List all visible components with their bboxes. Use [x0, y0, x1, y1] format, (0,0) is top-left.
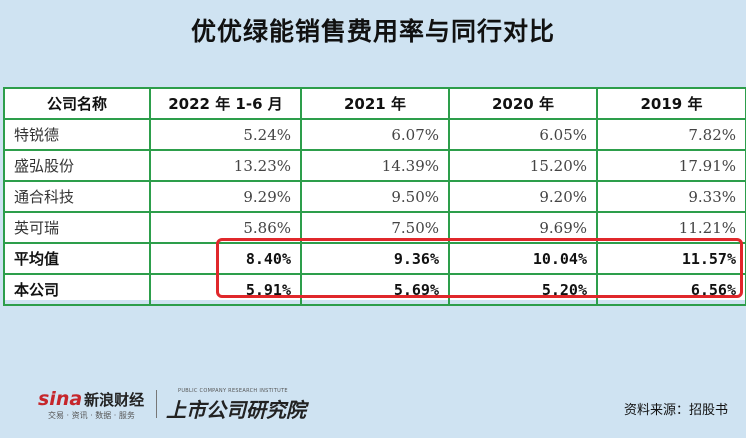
table-cell: 9.36% — [300, 242, 450, 275]
table-row: 特锐德 5.24% 6.07% 6.05% 7.82% — [3, 118, 746, 151]
page-title: 优优绿能销售费用率与同行对比 — [190, 17, 555, 46]
table-cell: 14.39% — [300, 149, 450, 182]
company-name: 特锐德 — [3, 118, 151, 151]
table-cell: 9.29% — [149, 180, 302, 213]
table-cell: 6.56% — [596, 273, 746, 306]
average-row: 平均值 8.40% 9.36% 10.04% 11.57% — [3, 242, 746, 275]
table-cell: 5.20% — [448, 273, 598, 306]
table-cell: 13.23% — [149, 149, 302, 182]
table-cell: 7.82% — [596, 118, 746, 151]
table-cell: 8.40% — [149, 242, 302, 275]
company-name: 盛弘股份 — [3, 149, 151, 182]
table-cell: 5.69% — [300, 273, 450, 306]
sina-logo: sina 新浪财经 — [38, 388, 144, 410]
table-cell: 17.91% — [596, 149, 746, 182]
header-2022h1: 2022 年 1-6 月 — [149, 87, 302, 120]
header-2020: 2020 年 — [448, 87, 598, 120]
sina-tagline: 交易 · 资讯 · 数据 · 服务 — [48, 411, 135, 420]
table-cell: 11.57% — [596, 242, 746, 275]
sina-logo-text: sina — [38, 388, 83, 410]
company-label: 本公司 — [3, 273, 151, 306]
logo-divider — [156, 390, 157, 418]
header-2019: 2019 年 — [596, 87, 746, 120]
header-company: 公司名称 — [3, 87, 151, 120]
table-cell: 5.24% — [149, 118, 302, 151]
table-row: 盛弘股份 13.23% 14.39% 15.20% 17.91% — [3, 149, 746, 182]
table-cell: 9.50% — [300, 180, 450, 213]
company-name: 英可瑞 — [3, 211, 151, 244]
table-header-row: 公司名称 2022 年 1-6 月 2021 年 2020 年 2019 年 — [3, 87, 746, 120]
average-label: 平均值 — [3, 242, 151, 275]
table-cell: 11.21% — [596, 211, 746, 244]
table-cell: 9.69% — [448, 211, 598, 244]
institute-english-name: PUBLIC COMPANY RESEARCH INSTITUTE — [178, 388, 288, 394]
table-cell: 5.86% — [149, 211, 302, 244]
table-cell: 6.07% — [300, 118, 450, 151]
source-note: 资料来源：招股书 — [623, 403, 728, 418]
institute-logo: 上市公司研究院 — [166, 398, 306, 422]
table-cell: 7.50% — [300, 211, 450, 244]
sina-finance-text: 新浪财经 — [84, 391, 145, 409]
footer-logos: sina 新浪财经 交易 · 资讯 · 数据 · 服务 PUBLIC COMPAN… — [38, 388, 328, 422]
comparison-table: 公司名称 2022 年 1-6 月 2021 年 2020 年 2019 年 特… — [3, 87, 746, 306]
table-cell: 9.33% — [596, 180, 746, 213]
company-name: 通合科技 — [3, 180, 151, 213]
table-cell: 5.91% — [149, 273, 302, 306]
table-cell: 6.05% — [448, 118, 598, 151]
header-2021: 2021 年 — [300, 87, 450, 120]
company-row: 本公司 5.91% 5.69% 5.20% 6.56% — [3, 273, 746, 306]
table-row: 英可瑞 5.86% 7.50% 9.69% 11.21% — [3, 211, 746, 244]
table-row: 通合科技 9.29% 9.50% 9.20% 9.33% — [3, 180, 746, 213]
table-cell: 9.20% — [448, 180, 598, 213]
table-cell: 15.20% — [448, 149, 598, 182]
table-cell: 10.04% — [448, 242, 598, 275]
